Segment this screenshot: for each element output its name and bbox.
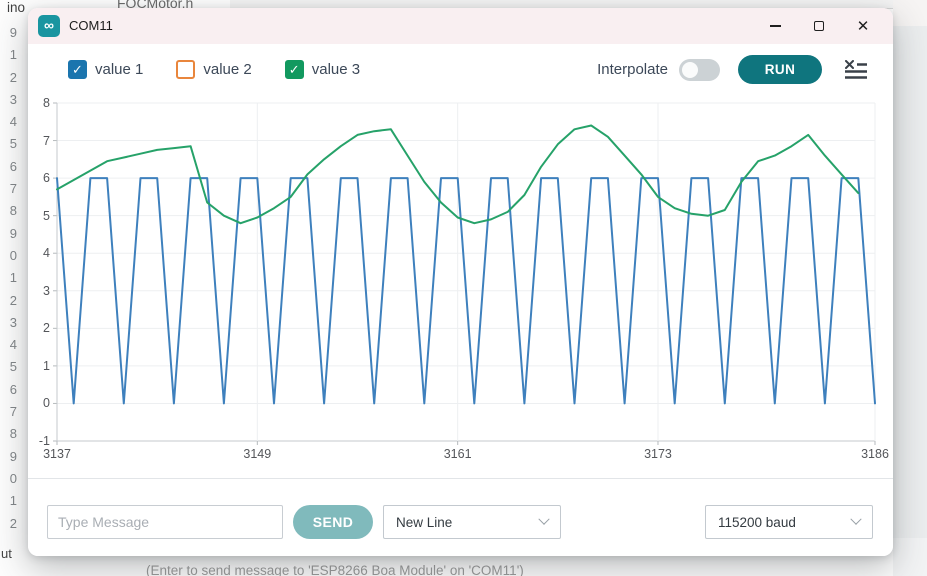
line-number: 9 xyxy=(9,225,17,241)
line-number: 8 xyxy=(9,426,17,442)
baud-rate-value: 115200 baud xyxy=(718,514,796,530)
line-number: 4 xyxy=(9,114,17,130)
window-title: COM11 xyxy=(69,18,113,33)
y-axis-tick-label: 3 xyxy=(43,283,50,298)
y-axis-tick-label: 0 xyxy=(43,396,50,411)
x-axis-tick-label: 3161 xyxy=(443,447,472,461)
series-toggle-label: value 1 xyxy=(95,61,144,78)
x-axis-tick-label: 3186 xyxy=(861,447,889,461)
chart-region: 8 7 6 5 4 3 2 1 0 -1 3137 3149 3161 3173 3186 xyxy=(28,96,893,478)
y-axis-tick-label: 6 xyxy=(43,171,50,186)
minimize-icon xyxy=(769,25,781,27)
chevron-down-icon xyxy=(850,513,862,525)
line-ending-value: New Line xyxy=(396,514,453,530)
series-toggle-value-2[interactable]: value 2 xyxy=(176,60,252,79)
series-toggle-value-3[interactable]: ✓ value 3 xyxy=(284,60,361,79)
interpolate-label: Interpolate xyxy=(597,61,668,78)
plotter-toolbar: ✓ value 1 value 2 ✓ value 3 Interpolate RUN xyxy=(28,44,893,95)
baud-rate-select[interactable]: 115200 baud xyxy=(705,505,873,539)
clear-plot-icon[interactable] xyxy=(844,59,868,80)
line-number: 6 xyxy=(9,381,17,397)
run-button[interactable]: RUN xyxy=(738,55,822,84)
serial-plotter-window: ∞ COM11 ✕ ✓ value 1 value 2 ✓ value 3 Interp… xyxy=(28,8,893,556)
maximize-button[interactable] xyxy=(797,8,841,44)
series-toggle-label: value 2 xyxy=(203,61,252,78)
line-number: 2 xyxy=(9,515,17,531)
line-number-gutter: 9 1 2 3 4 5 6 7 8 9 0 1 2 3 4 5 6 7 8 9 0 1 2 xyxy=(0,22,17,535)
series-toggle-group: ✓ value 1 value 2 ✓ value 3 xyxy=(68,44,360,95)
y-axis: 8 7 6 5 4 3 2 1 0 -1 xyxy=(28,96,50,448)
line-number: 2 xyxy=(9,69,17,85)
message-input[interactable] xyxy=(47,505,283,539)
y-axis-tick-label: 8 xyxy=(43,96,50,110)
line-number: 9 xyxy=(9,448,17,464)
checkbox-checked-icon[interactable]: ✓ xyxy=(284,60,304,79)
x-axis-tick-label: 3149 xyxy=(243,447,272,461)
line-number: 7 xyxy=(9,181,17,197)
chevron-down-icon xyxy=(538,513,550,525)
line-number: 5 xyxy=(9,359,17,375)
checkbox-checked-icon[interactable]: ✓ xyxy=(68,60,87,79)
line-number: 0 xyxy=(9,470,17,486)
output-panel-partial: ut xyxy=(1,546,12,561)
line-number: 0 xyxy=(9,247,17,263)
line-number: 3 xyxy=(9,314,17,330)
line-ending-select[interactable]: New Line xyxy=(383,505,561,539)
minimize-button[interactable] xyxy=(753,8,797,44)
line-number: 1 xyxy=(9,270,17,286)
y-axis-tick-label: 7 xyxy=(43,133,50,148)
line-number: 1 xyxy=(9,493,17,509)
line-number: 9 xyxy=(9,25,17,40)
editor-tab-title: FOCMotor.h xyxy=(117,0,194,11)
y-axis-tick-label: 2 xyxy=(43,321,50,336)
close-button[interactable]: ✕ xyxy=(856,18,870,35)
interpolate-toggle[interactable] xyxy=(679,58,720,81)
x-axis-tick-label: 3173 xyxy=(644,447,672,461)
y-axis-tick-label: 1 xyxy=(43,358,50,373)
x-axis: 3137 3149 3161 3173 3186 xyxy=(43,447,889,465)
line-number: 2 xyxy=(9,292,17,308)
serial-monitor-caption: (Enter to send message to 'ESP8266 Boa M… xyxy=(146,563,524,576)
maximize-icon xyxy=(814,21,824,31)
arduino-app-icon: ∞ xyxy=(38,15,60,37)
window-titlebar[interactable]: ∞ COM11 ✕ xyxy=(28,8,893,44)
line-number: 1 xyxy=(9,47,17,63)
ide-right-panel xyxy=(893,26,927,538)
plot-canvas xyxy=(53,102,876,445)
x-axis-tick-label: 3137 xyxy=(43,447,71,461)
bottom-bar: SEND New Line 115200 baud xyxy=(28,479,893,556)
checkbox-unchecked-icon[interactable] xyxy=(176,60,196,79)
series-toggle-value-1[interactable]: ✓ value 1 xyxy=(68,60,143,79)
line-number: 3 xyxy=(9,91,17,107)
ide-right-panel xyxy=(893,538,927,576)
editor-tab-partial: ino xyxy=(7,0,26,15)
line-number: 8 xyxy=(9,203,17,219)
send-button[interactable]: SEND xyxy=(293,505,373,539)
line-number: 4 xyxy=(9,337,17,353)
toggle-knob-icon xyxy=(682,61,698,78)
line-number: 6 xyxy=(9,158,17,174)
series-toggle-label: value 3 xyxy=(311,61,361,78)
y-axis-tick-label: 4 xyxy=(43,246,50,261)
y-axis-tick-label: 5 xyxy=(43,208,50,223)
line-number: 5 xyxy=(9,136,17,152)
ide-right-panel xyxy=(893,0,927,26)
y-axis-tick-label: -1 xyxy=(38,434,50,448)
bottom-divider xyxy=(28,478,893,479)
line-number: 7 xyxy=(9,404,17,420)
